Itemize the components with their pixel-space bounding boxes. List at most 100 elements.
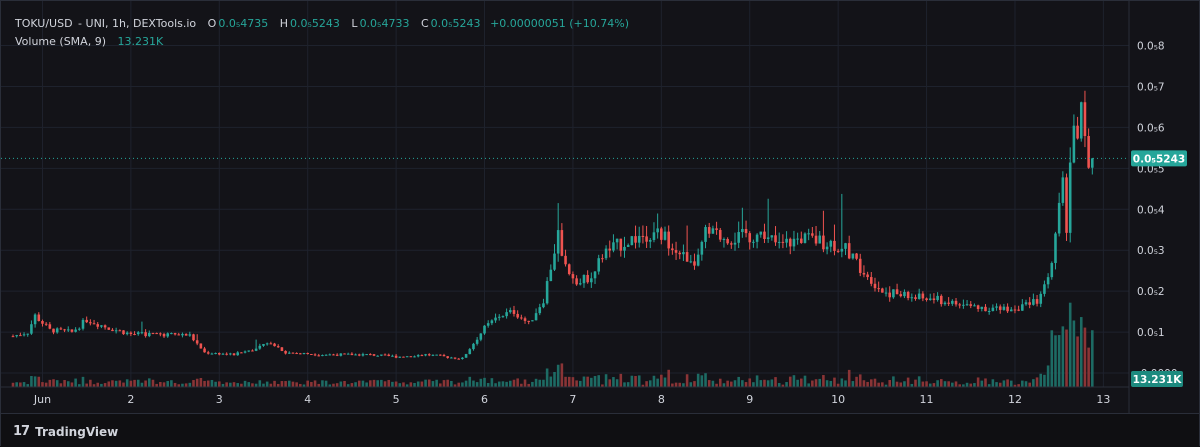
candle-body [251, 350, 254, 352]
volume-bar [987, 384, 991, 387]
candle-body [354, 354, 357, 356]
candle-body [192, 334, 195, 341]
volume-bar [497, 381, 501, 387]
candle-body [442, 355, 446, 357]
volume-bar [822, 375, 825, 387]
candle-body [682, 252, 685, 255]
volume-bar [888, 380, 892, 387]
ohlc-legend: TOKU/USD - UNI, 1h, DEXTools.io O 0.0₅473… [15, 17, 631, 30]
tradingview-logo[interactable]: 𝟭𝟳 TradingView [13, 424, 118, 439]
volume-bar [424, 379, 427, 387]
open-value: 0.0₅4735 [218, 17, 269, 30]
volume-bar [133, 379, 136, 387]
volume-bar [144, 380, 147, 387]
candle-body [509, 310, 512, 313]
volume-bar [409, 382, 413, 387]
candle-body [943, 302, 947, 305]
volume-bar [1054, 335, 1057, 387]
candle-body [111, 329, 114, 332]
candle-body [398, 356, 402, 358]
volume-bar [442, 380, 446, 387]
footer: 𝟭𝟳 TradingView [1, 413, 1199, 447]
candle-body [939, 295, 943, 305]
candle-body [973, 305, 976, 307]
volume-bar [391, 381, 394, 387]
volume-bar [1021, 380, 1024, 387]
candle-body [1054, 233, 1057, 264]
candle-body [527, 320, 531, 322]
volume-bar [114, 380, 118, 387]
candle-body [391, 355, 394, 357]
candle-body [877, 288, 880, 290]
candle-body [317, 355, 321, 357]
volume-bar [413, 382, 416, 387]
volume-bar [752, 382, 755, 387]
volume-bar [965, 382, 969, 387]
candle-body [976, 305, 980, 309]
candle-body [730, 243, 733, 245]
time-tick-label: 10 [831, 393, 845, 406]
volume-bar [394, 381, 398, 387]
volume-bar [177, 384, 181, 387]
time-axis[interactable]: Jun 2 3 4 5 6 7 8 9 10 11 12 13 [33, 393, 1110, 406]
volume-bar [118, 380, 122, 387]
candle-body [416, 355, 420, 357]
candle-body [11, 336, 15, 338]
volume-bar [763, 379, 766, 387]
candle-body [593, 271, 597, 279]
candle-body [310, 354, 313, 356]
candle-body [847, 243, 851, 259]
volume-bar [236, 383, 239, 387]
volume-bar [678, 382, 682, 387]
open-key: O [207, 17, 217, 30]
symbol-label[interactable]: TOKU/USD [15, 17, 73, 30]
change-value: +0.00000051 (+10.74%) [490, 17, 630, 30]
candle-body [906, 291, 910, 299]
candle-body [361, 354, 365, 356]
candle-body [151, 332, 155, 334]
candle-body [19, 335, 22, 337]
candle-body [792, 238, 796, 247]
candle-body [770, 235, 774, 238]
volume-bar [103, 383, 107, 387]
candle-body [623, 246, 626, 251]
volume-bar [52, 379, 55, 387]
volume-bar [317, 383, 321, 387]
candle-body [884, 292, 888, 294]
volume-bar [722, 383, 726, 387]
candle-body [538, 307, 542, 314]
volume-bar [1068, 302, 1072, 387]
candle-body [262, 344, 265, 346]
volume-bar [586, 376, 589, 387]
candle-body [567, 264, 571, 275]
volume-bar [818, 378, 822, 387]
candle-body [1061, 177, 1065, 203]
volume-bar [619, 373, 623, 387]
volume-bar [604, 374, 608, 387]
volume-bar [730, 381, 733, 387]
volume-bar [862, 380, 866, 387]
candle-body [206, 352, 210, 354]
volume-bar [96, 382, 100, 387]
volume-bar [276, 383, 280, 387]
volume-bar [925, 381, 928, 387]
candle-body [892, 289, 895, 298]
candle-body [512, 310, 516, 314]
candle-body [858, 258, 862, 273]
candle-body [387, 354, 391, 356]
candle-body [247, 350, 251, 352]
volume-bar [70, 382, 74, 387]
candle-body [590, 278, 593, 283]
volume-bar [15, 382, 18, 387]
volume-bar [26, 384, 30, 387]
time-tick-label: 6 [481, 393, 488, 406]
price-chart[interactable]: 0.0₅80.0₅70.0₅60.0₅50.0₅40.0₅30.0₅20.0₅1… [1, 1, 1199, 413]
candle-body [726, 239, 729, 244]
volume-bar [932, 383, 936, 387]
price-tick-label: 0.0₅4 [1137, 204, 1165, 216]
volume-label[interactable]: Volume (SMA, 9) [15, 35, 106, 48]
candle-body [707, 227, 711, 234]
candle-body [822, 235, 825, 250]
volume-bar [567, 376, 571, 387]
